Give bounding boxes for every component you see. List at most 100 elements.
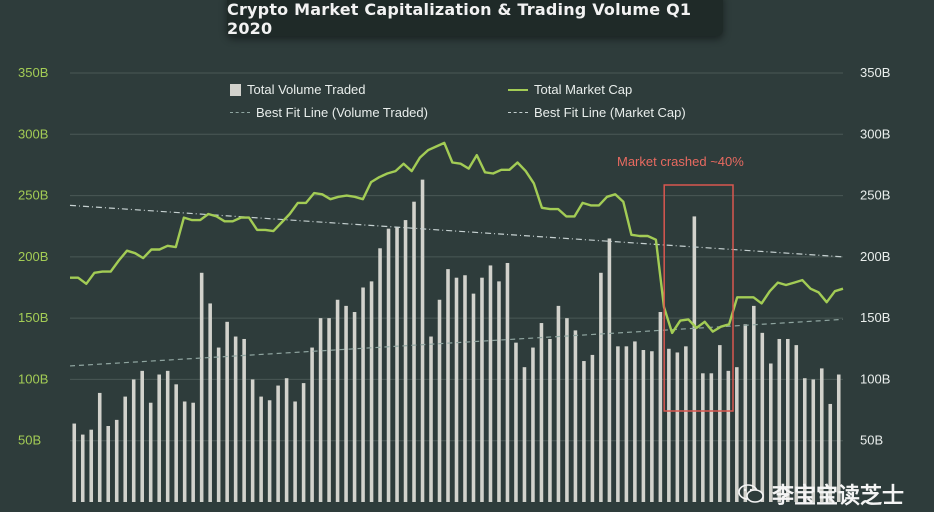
crash-annotation: Market crashed ~40% [617, 154, 744, 169]
volume-bar [726, 370, 731, 502]
volume-bar [335, 299, 340, 502]
volume-bar [429, 336, 433, 502]
volume-bar [386, 228, 391, 502]
volume-bar [182, 401, 187, 502]
volume-bar [811, 379, 816, 502]
volume-bar [599, 272, 603, 502]
volume-bar [89, 429, 94, 502]
volume-bar [556, 305, 561, 502]
trend-lines [69, 204, 844, 367]
legend-bar-swatch [230, 83, 241, 96]
legend-dash-swatch-market-cap [508, 112, 528, 113]
volume-bar [369, 281, 374, 502]
left-tick-label: 250B [18, 188, 48, 203]
watermark-text: 李宝宝读芝士 [771, 484, 904, 509]
volume-bar [743, 324, 748, 502]
volume-bar [786, 338, 790, 502]
volume-bar [607, 238, 612, 502]
volume-bar [293, 401, 297, 502]
volume-bar [650, 351, 654, 502]
watermark: 李宝宝读芝士 [738, 478, 904, 510]
volume-bar [140, 370, 144, 502]
volume-bar [735, 367, 739, 502]
volume-bar [497, 281, 501, 502]
volume-bar [590, 354, 595, 502]
volume-bar [148, 402, 153, 502]
legend-line-swatch [508, 88, 528, 91]
volume-bar [242, 338, 246, 502]
volume-bar [641, 350, 646, 502]
legend-label-volume: Total Volume Traded [247, 82, 366, 97]
volume-bar [80, 434, 85, 502]
volume-bar [412, 201, 416, 502]
left-axis: 50B 100B 150B 200B 250B 300B 350B [18, 65, 48, 448]
volume-bar [395, 227, 399, 502]
legend-label-bestfit-market-cap: Best Fit Line (Market Cap) [534, 105, 686, 120]
volume-bar [819, 368, 824, 502]
volume-bar [284, 378, 289, 502]
bestfit-market-cap-line [69, 204, 844, 258]
legend-item-bestfit-volume: Best Fit Line (Volume Traded) [230, 105, 428, 120]
legend: Total Volume Traded Total Market Cap Bes… [230, 80, 750, 128]
market-cap-line [70, 141, 844, 335]
volume-bar [667, 348, 671, 502]
volume-bar [225, 321, 229, 502]
volume-bar [378, 248, 382, 502]
volume-bar [828, 403, 833, 502]
volume-bar [352, 312, 357, 502]
volume-bar [420, 179, 425, 502]
left-tick-label: 150B [18, 310, 48, 325]
volume-bar [318, 318, 323, 502]
volume-bar [794, 345, 799, 502]
volume-bar [616, 346, 620, 502]
volume-bar [624, 346, 629, 502]
wechat-icon [738, 484, 764, 503]
volume-bar [531, 347, 535, 502]
left-tick-label: 200B [18, 249, 48, 264]
volume-bar [72, 423, 77, 502]
volume-bar [505, 262, 510, 502]
volume-bar [191, 402, 195, 502]
volume-bar [582, 361, 586, 502]
volume-bar [276, 385, 280, 502]
volume-bar [446, 269, 450, 502]
left-tick-label: 300B [18, 126, 48, 141]
volume-bar [301, 383, 306, 502]
volume-bar [463, 275, 467, 502]
right-tick-label: 50B [860, 433, 883, 448]
chart-title: Crypto Market Capitalization & Trading V… [227, 0, 692, 38]
volume-bar [718, 345, 722, 502]
volume-bar [709, 373, 714, 502]
volume-bar [701, 373, 705, 502]
volume-bar [208, 303, 212, 502]
left-tick-label: 50B [18, 433, 41, 448]
right-tick-label: 300B [860, 126, 890, 141]
volume-bar [216, 347, 221, 502]
volume-bar [675, 352, 680, 502]
volume-bar [633, 341, 637, 502]
volume-bar [106, 426, 111, 502]
volume-bar [539, 323, 544, 502]
volume-bar [233, 336, 238, 502]
volume-bar [777, 338, 782, 502]
volume-bar [752, 305, 756, 502]
volume-bar [522, 367, 527, 502]
volume-bar [437, 299, 442, 502]
right-tick-label: 150B [860, 310, 890, 325]
right-tick-label: 200B [860, 249, 890, 264]
left-tick-label: 100B [18, 371, 48, 386]
volume-bar [692, 216, 697, 502]
volume-bar [267, 400, 272, 502]
volume-bar [658, 312, 663, 502]
volume-bar [684, 346, 688, 502]
volume-bar [471, 293, 476, 502]
volume-bar [403, 220, 408, 503]
volume-bar [123, 396, 127, 502]
legend-item-bestfit-market-cap: Best Fit Line (Market Cap) [508, 105, 686, 120]
volume-bar [565, 318, 569, 502]
volume-bar [488, 265, 493, 502]
volume-bar [361, 287, 365, 502]
volume-bar [199, 272, 204, 502]
volume-bar [157, 374, 161, 502]
